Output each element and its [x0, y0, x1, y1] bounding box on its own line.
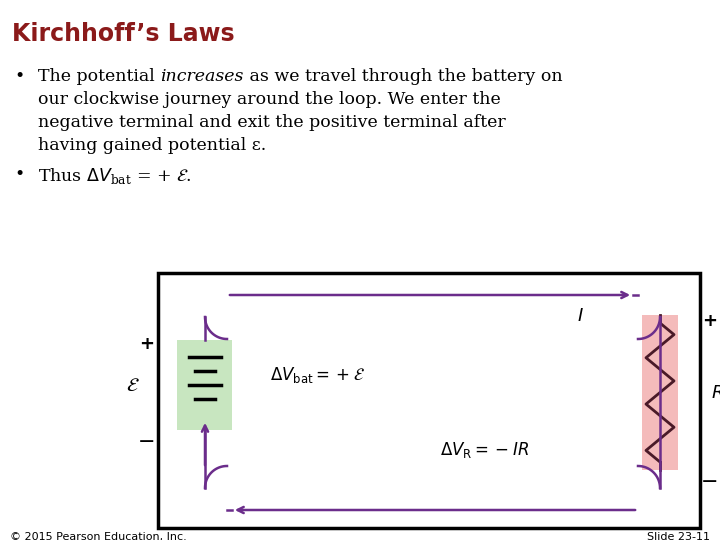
- Text: $\mathcal{E}$: $\mathcal{E}$: [126, 375, 140, 395]
- Text: Thus $\Delta V_{\mathregular{bat}}$ = + $\mathcal{E}$.: Thus $\Delta V_{\mathregular{bat}}$ = + …: [38, 166, 192, 186]
- Text: Slide 23-11: Slide 23-11: [647, 532, 710, 540]
- Text: +: +: [140, 335, 155, 353]
- Text: The potential: The potential: [38, 68, 161, 85]
- Bar: [158, 273, 700, 528]
- Text: $\Delta V_{\mathregular{bat}} = +\mathcal{E}$: $\Delta V_{\mathregular{bat}} = +\mathca…: [270, 365, 365, 385]
- Text: −: −: [138, 432, 156, 452]
- Text: •: •: [14, 166, 24, 183]
- Text: as we travel through the battery on: as we travel through the battery on: [243, 68, 562, 85]
- Text: © 2015 Pearson Education, Inc.: © 2015 Pearson Education, Inc.: [10, 532, 186, 540]
- Text: negative terminal and exit the positive terminal after: negative terminal and exit the positive …: [38, 114, 505, 131]
- Text: increases: increases: [161, 68, 243, 85]
- Text: our clockwise journey around the loop. We enter the: our clockwise journey around the loop. W…: [38, 91, 500, 108]
- Text: Kirchhoff’s Laws: Kirchhoff’s Laws: [12, 22, 235, 46]
- Bar: [177, 340, 232, 430]
- Text: −: −: [701, 472, 719, 492]
- Text: •: •: [14, 68, 24, 85]
- Text: R: R: [712, 383, 720, 402]
- Text: having gained potential ε.: having gained potential ε.: [38, 137, 266, 154]
- Text: $\Delta V_{\mathregular{R}} = -IR$: $\Delta V_{\mathregular{R}} = -IR$: [440, 440, 529, 460]
- Bar: [642, 315, 678, 470]
- Text: +: +: [703, 312, 718, 330]
- Text: I: I: [577, 307, 582, 325]
